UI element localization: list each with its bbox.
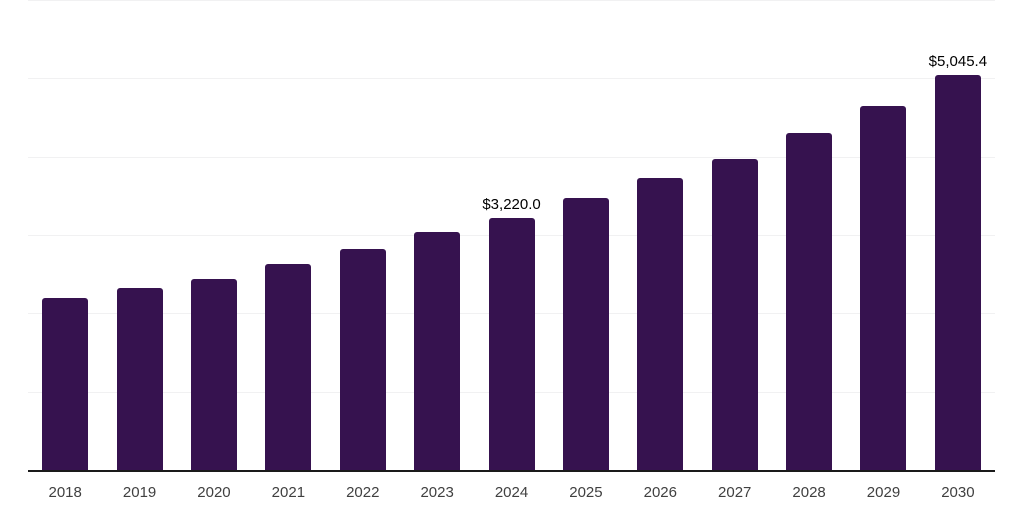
bar-2029[interactable] [860,106,907,470]
bar-slot-2021 [251,0,325,470]
bar-slot-2025 [549,0,623,470]
bar-slot-2022 [326,0,400,470]
data-label-2030: $5,045.4 [928,53,988,70]
bar-slot-2028 [772,0,846,470]
bar-slot-2024: $3,220.0 [474,0,548,470]
bar-2025[interactable] [562,198,609,470]
bar-2024[interactable] [488,218,535,470]
bar-slot-2026 [623,0,697,470]
plot-area: $3,220.0 $5,045.4 [28,0,995,472]
x-tick-2023: 2023 [420,484,454,501]
x-tick-2029: 2029 [866,484,901,501]
x-tick-2026: 2026 [643,484,677,501]
bar-slot-2023 [400,0,474,470]
x-tick-2020: 2020 [197,484,231,501]
bar-slot-2020 [177,0,251,470]
bar-2019[interactable] [116,288,163,470]
x-axis-labels: 2018 2019 2020 2021 2022 2023 2024 2025 2026 2027… [28,484,995,501]
x-tick-2021: 2021 [271,484,306,501]
bar-2030[interactable] [934,75,981,470]
x-tick-2022: 2022 [346,484,380,501]
x-tick-2028: 2028 [792,484,826,501]
bar-2018[interactable] [42,298,89,470]
bar-2022[interactable] [339,249,386,470]
gridline-6000 [28,0,995,1]
x-tick-2025: 2025 [569,484,603,501]
bar-2027[interactable] [711,159,758,470]
x-tick-2030: 2030 [941,484,975,501]
bar-slot-2027 [698,0,772,470]
x-tick-2018: 2018 [48,484,82,501]
bar-2020[interactable] [190,279,237,470]
bar-2026[interactable] [637,178,684,470]
bars-row: $3,220.0 $5,045.4 [28,0,995,470]
bar-slot-2030: $5,045.4 [921,0,995,470]
bar-2028[interactable] [786,133,833,470]
x-tick-2019: 2019 [122,484,157,501]
bar-slot-2018 [28,0,102,470]
bar-slot-2029 [846,0,920,470]
bar-slot-2019 [102,0,176,470]
bar-2021[interactable] [265,264,312,470]
data-label-2024: $3,220.0 [482,196,541,213]
gridline-5000 [28,78,995,79]
x-tick-2024: 2024 [494,484,529,501]
x-tick-2027: 2027 [718,484,752,501]
bar-2023[interactable] [414,232,461,470]
gridline-4000 [28,157,995,158]
